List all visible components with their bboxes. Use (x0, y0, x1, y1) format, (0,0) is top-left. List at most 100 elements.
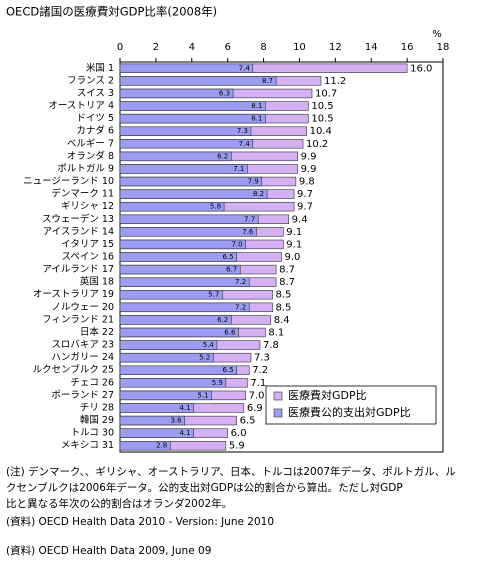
note: クセンブルクは2006年データ。公的支出対GDPは公的割合から算出。ただし対GD… (6, 481, 403, 494)
value-label: 9.1 (286, 227, 302, 238)
y-tick-label: ベルギー 7 (67, 138, 114, 149)
y-tick-label: オーストリア 4 (48, 101, 114, 112)
x-tick-label: 16 (401, 42, 414, 53)
value-label: 9.0 (285, 252, 301, 263)
y-tick-label: フランス 2 (67, 75, 114, 86)
note: (注) デンマーク、、ギリシャ、オーストラリア、日本、トルコは2007年データ、… (6, 465, 456, 478)
value-label: 8.1 (251, 115, 262, 123)
value-label: 11.2 (324, 76, 346, 87)
value-label: 10.5 (311, 101, 333, 112)
value-label: 8.7 (279, 277, 295, 288)
value-label: 9.9 (301, 164, 317, 175)
value-label: 7.6 (242, 228, 254, 236)
value-label: 9.9 (301, 151, 317, 162)
y-tick-label: ノルウェー 20 (51, 302, 114, 313)
value-label: 5.9 (212, 379, 223, 387)
value-label: 7.3 (254, 353, 270, 364)
value-label: 7.1 (233, 165, 244, 173)
x-tick-label: 2 (153, 42, 159, 53)
value-label: 9.7 (297, 202, 313, 213)
value-label: 5.8 (210, 203, 221, 211)
value-label: 9.4 (292, 214, 308, 225)
x-tick-label: 18 (437, 42, 450, 53)
value-label: 6.7 (226, 266, 237, 274)
value-label: 16.0 (410, 63, 432, 74)
public-bar (119, 151, 232, 162)
x-tick-label: 4 (189, 42, 195, 53)
value-label: 6.5 (222, 253, 233, 261)
value-label: 7.1 (250, 378, 266, 389)
public-bar (119, 63, 254, 73)
y-tick-label: スイス 3 (77, 88, 114, 99)
public-bar (119, 352, 214, 363)
y-tick-label: メキシコ 31 (61, 440, 114, 451)
value-label: 5.1 (197, 391, 208, 399)
value-label: 7.0 (231, 240, 242, 248)
value-label: 7.8 (263, 340, 279, 351)
public-bar (119, 189, 268, 199)
value-label: 7.0 (249, 390, 265, 401)
public-bar (119, 239, 246, 250)
value-label: 6.2 (217, 152, 228, 160)
legend-swatch (273, 408, 283, 418)
value-label: 8.7 (262, 77, 273, 85)
note: 比と異なる年次の公的割合はオランダ2002年。 (6, 497, 232, 510)
value-label: 6.0 (231, 428, 247, 439)
value-label: 7.2 (252, 365, 268, 376)
x-unit: % (432, 29, 442, 40)
public-bar (119, 164, 248, 174)
public-bar (119, 302, 250, 313)
y-tick-label: 米国 1 (86, 62, 114, 74)
public-bar (119, 76, 277, 86)
y-tick-label: 日本 22 (80, 326, 114, 338)
legend-label: 医療費対GDP比 (288, 388, 367, 402)
public-bar (119, 365, 237, 375)
x-tick-label: 8 (260, 42, 266, 53)
value-label: 10.4 (310, 126, 332, 137)
value-label: 8.1 (251, 102, 262, 110)
y-tick-label: カナダ 6 (76, 125, 114, 137)
value-label: 7.7 (244, 215, 255, 223)
y-tick-label: チリ 28 (80, 402, 114, 413)
x-tick-label: 12 (329, 42, 342, 53)
value-label: 7.2 (235, 278, 246, 286)
public-bar (119, 378, 227, 388)
y-tick-label: トルコ 30 (71, 428, 114, 439)
value-label: 6.3 (219, 89, 230, 97)
x-tick-label: 6 (224, 42, 230, 53)
y-tick-label: ハンガリー 24 (51, 352, 114, 363)
note: (資料) OECD Health Data 2010 - Version: Ju… (6, 515, 274, 528)
y-tick-label: 英国 18 (80, 276, 114, 288)
value-label: 8.5 (276, 290, 292, 301)
public-bar (119, 113, 266, 124)
value-label: 10.5 (311, 114, 333, 125)
value-label: 8.1 (268, 327, 284, 338)
value-label: 5.4 (203, 341, 215, 349)
y-tick-label: 韓国 29 (80, 415, 114, 426)
public-bar (119, 264, 241, 275)
y-tick-label: スロバキア 23 (51, 340, 114, 351)
y-tick-label: ポーランド 27 (51, 390, 114, 401)
value-label: 10.7 (315, 88, 337, 99)
value-label: 6.2 (217, 316, 228, 324)
y-tick-label: フィンランド 21 (42, 314, 114, 325)
public-bar (119, 315, 232, 325)
y-tick-label: ドイツ 5 (76, 113, 114, 124)
value-label: 7.2 (235, 303, 246, 311)
y-tick-label: チェコ 26 (70, 377, 114, 388)
public-bar (119, 126, 252, 136)
value-label: 6.5 (222, 366, 233, 374)
value-label: 6.9 (247, 403, 263, 414)
value-label: 9.7 (297, 189, 313, 200)
value-label: 5.7 (208, 291, 219, 299)
value-label: 4.1 (179, 404, 190, 412)
y-tick-label: イタリア 15 (61, 239, 114, 250)
public-bar (119, 277, 250, 287)
public-bar (119, 176, 263, 187)
value-label: 9.8 (299, 177, 315, 188)
public-bar (119, 88, 234, 99)
y-tick-label: ルクセンブルク 25 (33, 364, 114, 376)
y-tick-label: オーストラリア 19 (33, 289, 114, 300)
public-bar (119, 390, 212, 401)
